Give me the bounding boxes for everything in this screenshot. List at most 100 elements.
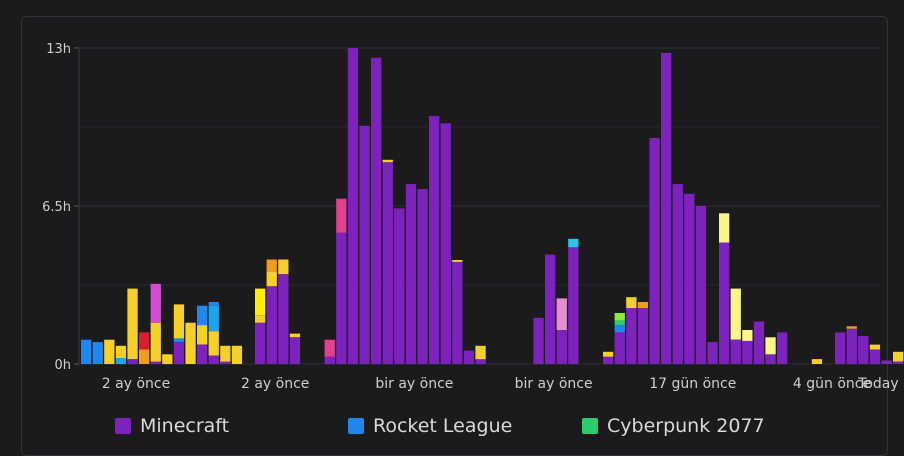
bar-segment (695, 206, 707, 364)
bar-segment (684, 193, 695, 364)
bar-segment (707, 342, 718, 364)
legend-item-minecraft[interactable]: Minecraft (115, 414, 229, 438)
x-tick-label: 2 ay önce (241, 376, 309, 392)
bar-segment (545, 254, 556, 364)
bar-segment (371, 57, 382, 364)
y-axis: 0h 6.5h 13h (42, 42, 80, 373)
bar-segment (846, 326, 857, 329)
legend-label: Cyberpunk 2077 (607, 415, 765, 437)
bar-segment (336, 232, 347, 364)
chart-card (21, 16, 888, 456)
bar-segment (208, 331, 219, 356)
legend-swatch-minecraft (115, 418, 131, 434)
bar-segment (614, 313, 625, 321)
bar-segment (556, 330, 567, 364)
bar-segment (104, 339, 115, 364)
bar-segment (475, 359, 486, 364)
bar-segment (208, 302, 219, 306)
x-tick-label: 2 ay önce (102, 376, 170, 392)
bar-segment (347, 48, 359, 364)
bar-segment (231, 345, 243, 364)
legend: Minecraft Rocket League Cyberpunk 2077 (0, 410, 904, 441)
bar-segment (603, 356, 614, 364)
bar-segment (92, 342, 103, 364)
bar-segment (197, 344, 208, 364)
bar-segment (394, 208, 405, 364)
bar-segment (614, 325, 625, 333)
bar-segment (869, 344, 881, 350)
bar-segment (742, 340, 753, 364)
y-tick-label: 6.5h (42, 200, 71, 215)
bar-segment (173, 342, 185, 364)
bar-segment (568, 247, 579, 364)
bar-segment (289, 337, 301, 364)
legend-swatch-cyberpunk-2077 (582, 418, 598, 434)
bars (81, 48, 904, 365)
bar-segment (452, 260, 463, 262)
bar-segment (463, 350, 475, 364)
legend-item-rocket-league[interactable]: Rocket League (348, 414, 512, 438)
bar-segment (266, 271, 277, 287)
x-tick-label: Today (857, 376, 899, 392)
bar-segment (626, 308, 637, 364)
legend-label: Rocket League (373, 415, 513, 437)
bar-segment (719, 213, 730, 243)
bar-segment (626, 297, 637, 309)
bar-segment (614, 320, 625, 326)
legend-item-cyberpunk-2077[interactable]: Cyberpunk 2077 (582, 414, 765, 438)
x-tick-label: bir ay önce (515, 376, 593, 392)
bar-segment (846, 328, 857, 364)
bar-segment (197, 305, 208, 326)
bar-segment (719, 242, 730, 364)
bar-segment (359, 125, 370, 364)
bar-segment (289, 333, 301, 338)
bar-segment (440, 123, 451, 365)
bar-segment (765, 337, 776, 355)
bar-segment (742, 330, 753, 341)
bar-segment (405, 184, 417, 364)
bar-segment (753, 321, 765, 364)
bar-segment (197, 325, 208, 345)
bar-segment (765, 354, 776, 364)
bar-segment (811, 359, 823, 364)
bar-segment (475, 345, 486, 360)
bar-segment (429, 116, 440, 364)
bar-segment (556, 298, 567, 330)
y-tick-label: 0h (54, 358, 71, 373)
bar-segment (115, 345, 127, 358)
bar-segment (336, 198, 347, 233)
legend-label: Minecraft (140, 415, 230, 437)
bar-segment (533, 317, 544, 364)
bar-segment (220, 345, 231, 362)
stacked-bar-chart: 0h 6.5h 13h 2 ay önce 2 ay önce bir ay önce b… (42, 42, 904, 392)
bar-segment (127, 288, 138, 360)
bar-segment (452, 261, 463, 364)
bar-segment (162, 354, 173, 364)
bar-segment (139, 349, 150, 364)
bar-segment (603, 351, 614, 357)
bar-segment (127, 359, 138, 364)
bar-segment (255, 315, 266, 323)
bar-segment (208, 355, 219, 364)
bar-segment (869, 349, 881, 364)
bar-segment (417, 189, 428, 364)
bar-segment (173, 338, 185, 343)
bar-segment (649, 137, 660, 364)
bar-segment (568, 238, 579, 248)
bar-segment (730, 339, 741, 364)
x-axis: 2 ay önce 2 ay önce bir ay önce bir ay önce… (102, 376, 899, 392)
bar-segment (208, 305, 219, 332)
bar-segment (672, 184, 683, 364)
bar-segment (139, 332, 150, 350)
bar-segment (893, 351, 904, 362)
bar-segment (150, 322, 161, 362)
bar-segment (173, 304, 185, 339)
bar-segment (661, 52, 672, 365)
bar-segment (835, 332, 846, 364)
bar-segment (637, 302, 649, 309)
bar-segment (150, 283, 161, 323)
bar-segment (266, 259, 277, 272)
bar-segment (255, 288, 266, 316)
bar-segment (185, 322, 196, 364)
y-tick-label: 13h (46, 42, 71, 57)
